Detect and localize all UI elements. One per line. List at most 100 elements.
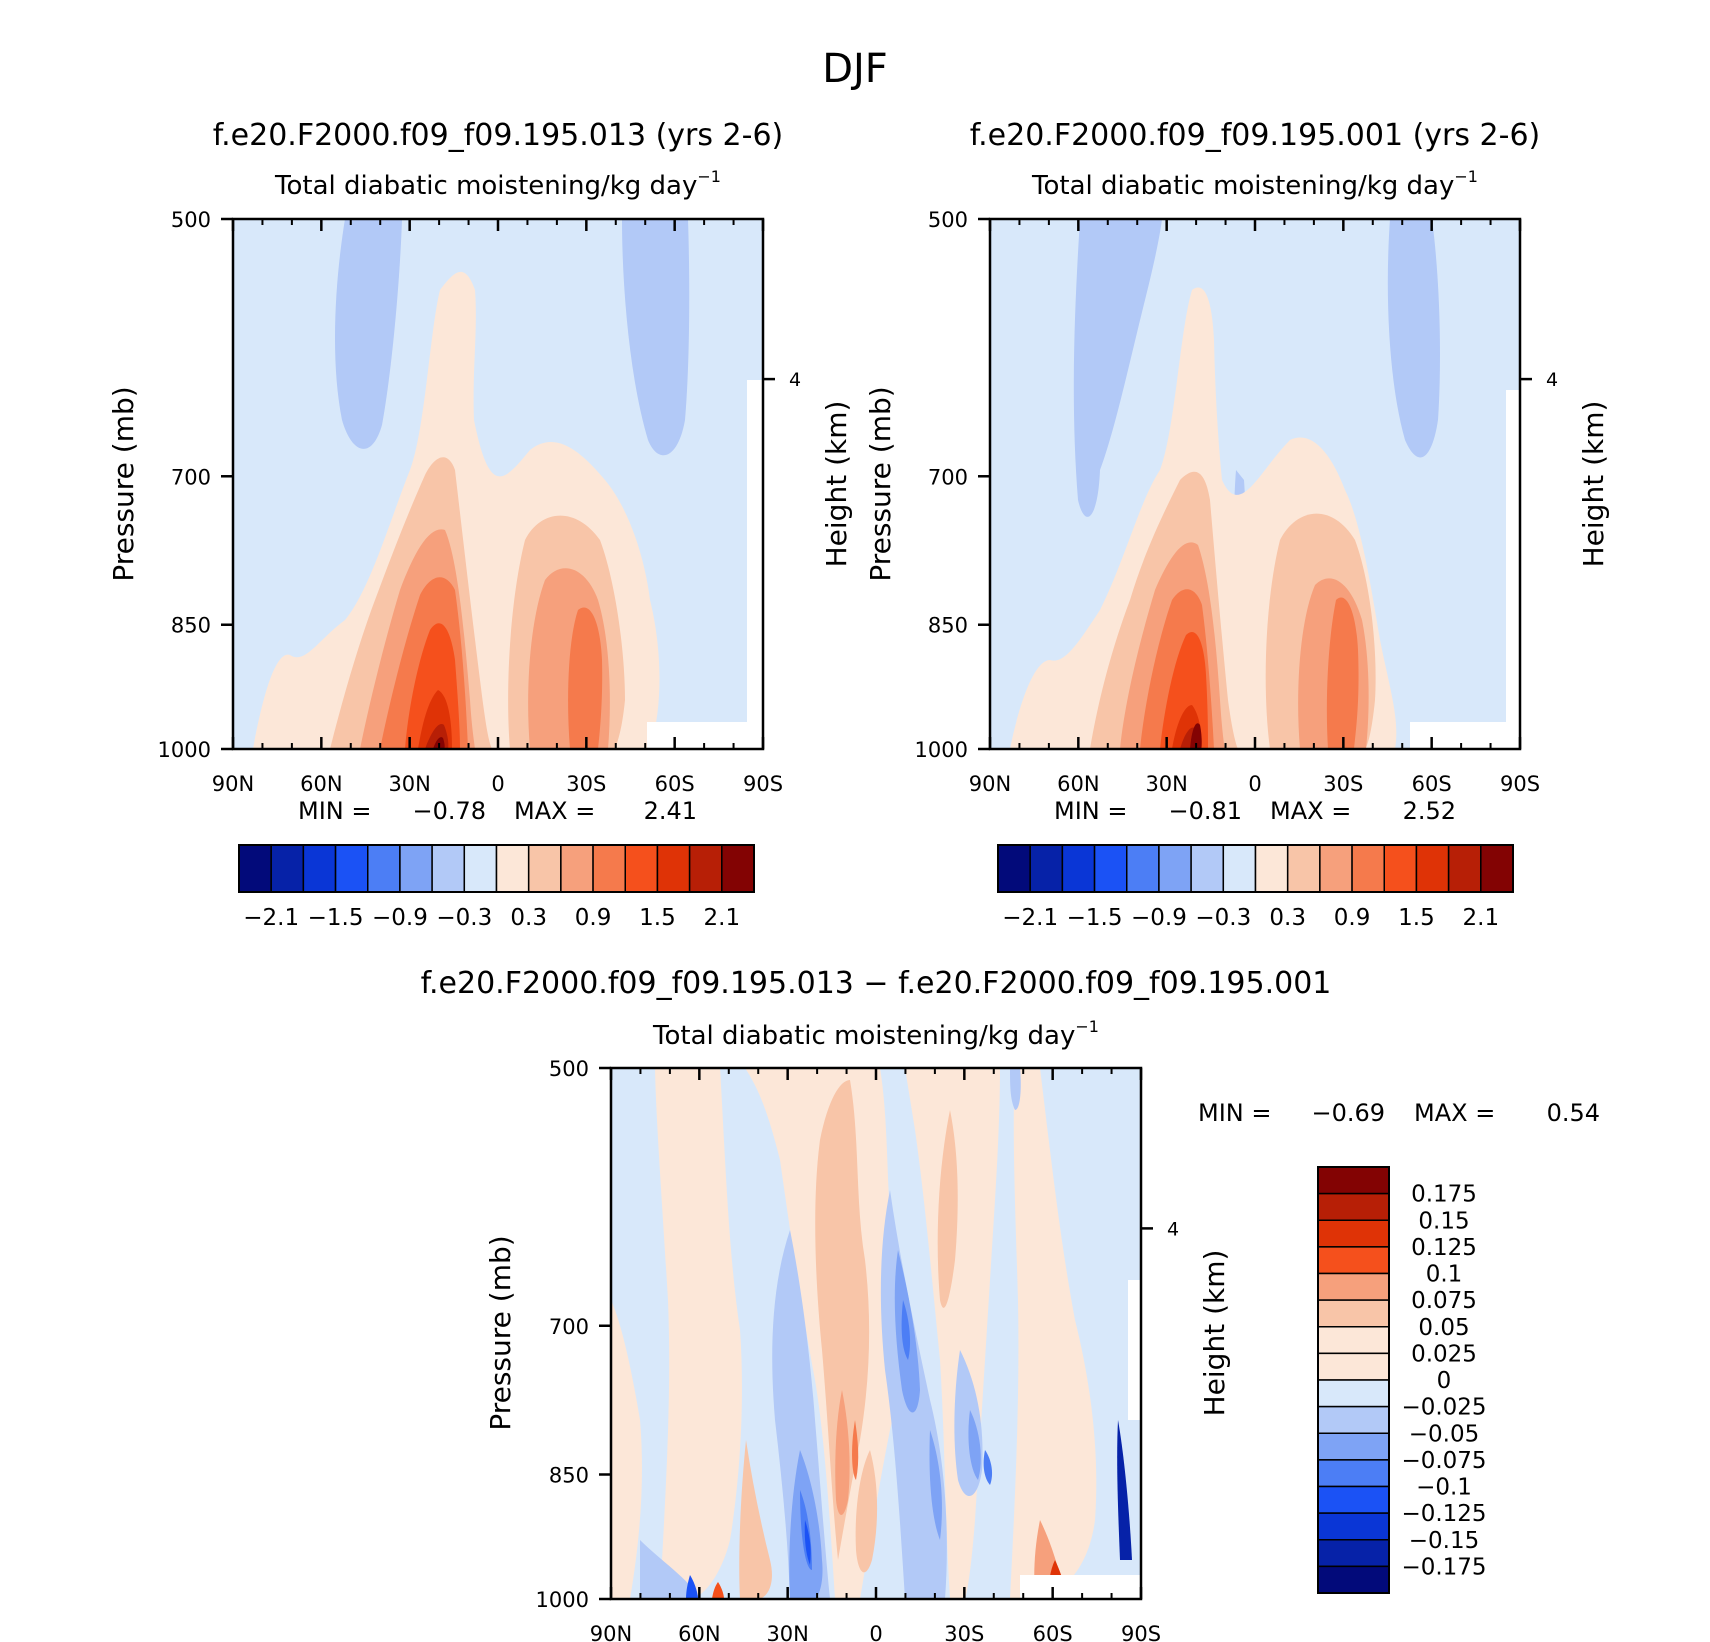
neg-core-8 [804,1520,811,1565]
panel-1: f.e20.F2000.f09_f09.195.013 (yrs 2-6) To… [107,118,853,931]
colorbar-swatch [721,844,755,893]
panel-3-missing-region [1020,1575,1141,1599]
panel-1-ylabel: Pressure (mb) [107,386,140,581]
y-tick-label: 700 [171,465,211,489]
colorbar-swatch [1093,844,1128,893]
neg-core-6 [901,1300,911,1360]
colorbar-label: −1.5 [1067,905,1123,931]
colorbar-swatch [431,844,466,893]
pos-core-10 [712,1582,724,1599]
x-tick-label: 90N [590,1622,632,1642]
x-tick-label: 30N [388,772,430,796]
colorbar-border [238,844,755,893]
x-tick-label: 90N [212,772,254,796]
x-tick-label: 90S [1121,1622,1161,1642]
y-tick-label: 700 [928,465,968,489]
x-tick-label: 90S [743,772,783,796]
pos-core-3 [937,1110,958,1308]
colorbar-label: 0.9 [575,905,612,931]
neg-lobe-sh [622,219,690,456]
panel-3-min-value: −0.69 [1311,1099,1385,1127]
x-tick-label: 30S [1323,772,1363,796]
panel-3: f.e20.F2000.f09_f09.195.013 − f.e20.F200… [421,966,1600,1642]
panel-1-max-label: MAX = [514,797,595,825]
colorbar-swatch [1061,844,1096,893]
colorbar-label: −1.5 [308,905,364,931]
colorbar-swatch [1317,1565,1390,1594]
panel-3-missing-edge [1128,1280,1141,1420]
x-tick-label: 0 [1248,772,1261,796]
colorbar-label: −2.1 [1002,905,1058,931]
colorbar-swatch [527,844,562,893]
colorbar-swatch [997,844,1031,893]
colorbar-swatch [1383,844,1418,893]
colorbar-swatch [270,844,305,893]
colorbar-swatch [1480,844,1514,893]
colorbar-label: 0.3 [1269,905,1306,931]
pos-core-4 [855,1450,878,1573]
x-tick-label: 30S [944,1622,984,1642]
colorbar-swatch [367,844,401,893]
colorbar-label: 0 [1437,1368,1452,1394]
pos-07 [568,607,603,749]
pos-core-6 [852,1420,859,1480]
colorbar-swatch [1190,844,1225,893]
colorbar-label: 0.15 [1418,1208,1469,1234]
pos-11 [1190,723,1202,749]
y-tick-label: 850 [928,614,968,638]
colorbar-swatch [1126,844,1160,893]
panel-1-min-label: MIN = [298,797,371,825]
colorbar-label: −0.9 [372,905,428,931]
panel-3-plot-area [611,1068,1141,1599]
colorbar-swatch [1158,844,1192,893]
panel-3-max-label: MAX = [1414,1099,1495,1127]
colorbar-label: 0.9 [1334,905,1371,931]
x-tick-label: 60S [1033,1622,1073,1642]
colorbar-label: −0.9 [1131,905,1187,931]
pos-band-5 [611,1300,642,1599]
pos-band-4 [1010,1068,1097,1599]
colorbar-swatch [1317,1166,1390,1195]
colorbar-label: −0.15 [1409,1528,1479,1554]
colorbar-swatch [1286,844,1321,893]
colorbar-label: −2.1 [243,905,299,931]
panel-3-max-value: 0.54 [1547,1099,1600,1127]
pos-07 [1326,597,1359,749]
y-tick-label: 850 [171,614,211,638]
colorbar-label: 0.025 [1411,1341,1477,1367]
panel-1-min-value: −0.78 [412,797,486,825]
y-tick-label: 500 [928,208,968,232]
panel-2-ylabel: Pressure (mb) [864,386,897,581]
panel-1-colorbar: −2.1 −1.5 −0.9 −0.3 0.3 0.9 1.5 2.1 [238,844,755,931]
panel-3-subtitle: Total diabatic moistening/kg day−1 [652,1017,1099,1051]
colorbar-swatch [495,844,530,893]
panel-2-title: f.e20.F2000.f09_f09.195.001 (yrs 2-6) [970,118,1540,153]
x-tick-label: 90N [969,772,1011,796]
neg-core-10 [1117,1420,1132,1560]
colorbar-swatch [1317,1405,1390,1434]
colorbar-swatch [1317,1485,1390,1514]
colorbar-swatch [1317,1512,1390,1541]
panel-1-axes: 90N 60N 30N 0 30S 60S 90S 500 700 850 1000 4 [158,208,802,796]
panel-2: f.e20.F2000.f09_f09.195.001 (yrs 2-6) To… [864,118,1610,931]
colorbar-label: −0.05 [1409,1421,1479,1447]
panel-2-min-value: −0.81 [1168,797,1242,825]
panel-2-colorbar: −2.1 −1.5 −0.9 −0.3 0.3 0.9 1.5 2.1 [997,844,1514,931]
colorbar-swatch [1317,1539,1390,1568]
y-tick-label: 500 [549,1057,589,1081]
y-tick-label: 700 [549,1315,589,1339]
colorbar-label: 1.5 [1398,905,1435,931]
x-tick-label: 60N [300,772,342,796]
x-tick-label: 0 [491,772,504,796]
colorbar-label: −0.025 [1401,1395,1486,1421]
panel-3-axes: 90N 60N 30N 0 30S 60S 90S 500 700 850 1000 4 [536,1057,1180,1642]
panel-1-title: f.e20.F2000.f09_f09.195.013 (yrs 2-6) [213,118,783,153]
colorbar-label: 0.05 [1418,1315,1469,1341]
colorbar-border [1317,1166,1390,1594]
neg-core-9 [686,1575,698,1599]
colorbar-swatch [1222,844,1257,893]
pos-core-5 [835,1390,850,1515]
colorbar-border [997,844,1514,893]
colorbar-swatch [560,844,594,893]
colorbar-swatch [463,844,498,893]
